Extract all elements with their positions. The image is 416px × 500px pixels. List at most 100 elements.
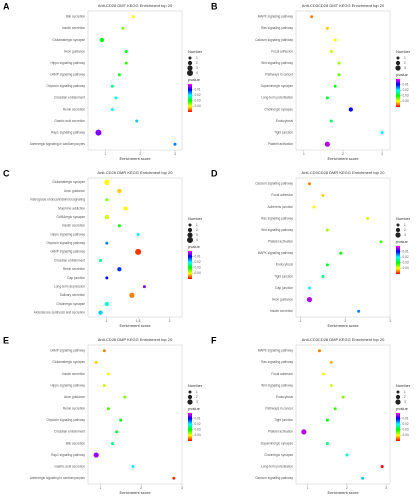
point (111, 441, 115, 445)
color-legend-title: pvalue (396, 72, 409, 77)
color-tick-label: 0.04 (403, 99, 409, 103)
point (135, 119, 139, 123)
size-legend-label: 3 (404, 233, 406, 237)
point (110, 84, 114, 88)
size-legend-dot (396, 56, 400, 60)
size-legend-label: 3 (196, 400, 198, 404)
point (321, 193, 325, 197)
point (325, 228, 329, 232)
y-tick-label: cAMP signaling pathway (50, 73, 85, 77)
color-bar (188, 251, 192, 279)
x-tick-label: 1 (106, 319, 108, 323)
point (325, 441, 329, 445)
y-tick-label: Oxytocin signaling pathway (46, 418, 85, 422)
size-legend-label: 3 (404, 66, 406, 70)
point (102, 349, 106, 353)
y-tick-label: Platelet activation (268, 430, 293, 434)
size-legend-dot (187, 227, 193, 233)
point (131, 15, 135, 19)
color-bar (188, 413, 192, 441)
point (329, 119, 333, 123)
x-tick-label: 2 (342, 152, 344, 156)
point (117, 267, 122, 272)
y-tick-label: Oxytocin signaling pathway (46, 241, 85, 245)
y-tick-label: Cholinergic synapse (264, 453, 293, 457)
y-tick-label: Glutamatergic synapse (52, 38, 85, 42)
color-tick-label: 0.02 (195, 422, 201, 426)
color-tick-label: 0.03 (195, 266, 201, 270)
x-tick-label: 1 (105, 152, 107, 156)
chart-title: Anti-CD3CD28 DMR KEGG Enrichment top 20 (302, 170, 386, 175)
color-tick-label: 0.04 (403, 433, 409, 437)
y-tick-label: Hippo signaling pathway (50, 61, 85, 65)
y-tick-label: Renin secretion (63, 267, 85, 271)
size-legend-dot (395, 232, 401, 238)
color-tick-label: 0.02 (403, 422, 409, 426)
point (99, 37, 105, 43)
y-tick-label: MAPK signaling pathway (258, 349, 294, 353)
y-tick-label: cAMP signaling pathway (50, 349, 85, 353)
x-tick-label: 2 (139, 152, 141, 156)
chart-title: Anti-CD28 DMR KEGG Enrichment top 20 (98, 170, 174, 175)
point (105, 276, 109, 280)
point (379, 240, 383, 244)
point (102, 384, 106, 388)
point (110, 107, 114, 111)
size-legend-label: 1 (404, 390, 406, 394)
point (115, 430, 119, 434)
y-tick-label: Adrenergic signaling in cardiomyocytes (30, 142, 86, 146)
color-tick-label: 0.02 (403, 88, 409, 92)
color-tick-label: 0.04 (195, 271, 201, 275)
chart-title: Anti-CD3CD28 DMP KEGG Enrichment top 20 (302, 337, 385, 342)
color-tick-label: 0.03 (403, 94, 409, 98)
point (329, 360, 333, 364)
point (124, 50, 128, 54)
x-axis-label: Enrichment score (327, 156, 359, 161)
color-bar (396, 246, 400, 274)
y-tick-label: Gap junction (67, 276, 85, 280)
point (142, 285, 146, 289)
point (172, 476, 176, 480)
size-legend-title: Number (396, 49, 411, 54)
point (312, 205, 316, 209)
y-tick-label: Insulin secretion (62, 224, 85, 228)
size-legend-label: 1 (196, 223, 198, 227)
point (105, 241, 109, 245)
y-tick-label: Ras signaling pathway (261, 216, 293, 220)
y-tick-label: Pathways in cancer (265, 407, 294, 411)
y-tick-label: Focal adhesion (271, 372, 293, 376)
x-tick-label: 1 (307, 486, 309, 490)
point (98, 310, 103, 315)
size-legend-dot (187, 232, 193, 238)
size-legend-dot (395, 394, 401, 400)
size-legend-dot (396, 390, 400, 394)
color-tick-label: 0.04 (403, 266, 409, 270)
y-tick-label: Salivary secretion (60, 293, 85, 297)
y-tick-label: Hippo signaling pathway (50, 383, 85, 387)
panel-label: A (3, 1, 10, 11)
size-legend-dot (188, 390, 192, 394)
y-tick-label: Tight junction (274, 130, 293, 134)
size-legend-dot (187, 65, 193, 71)
y-tick-label: Retrograde endocannabinoid signaling (30, 198, 85, 202)
y-tick-label: Calcium signaling pathway (255, 182, 293, 186)
y-tick-label: Endocytosis (276, 119, 294, 123)
size-legend-label: 2 (404, 395, 406, 399)
size-legend-title: Number (396, 216, 411, 221)
y-tick-label: Wnt signaling pathway (261, 61, 293, 65)
chart-title: Anti-CD28 DMT KEGG Enrichment top 20 (98, 3, 173, 8)
y-tick-label: Dopaminergic synapse (261, 84, 294, 88)
size-legend-label: 2 (196, 228, 198, 232)
y-tick-label: Focal adhesion (271, 193, 293, 197)
y-tick-label: Tight junction (274, 418, 293, 422)
point (325, 418, 329, 422)
color-tick-label: 0.02 (403, 255, 409, 259)
y-tick-label: Calcium signaling pathway (255, 38, 293, 42)
point (329, 50, 333, 54)
y-tick-label: Ras signaling pathway (261, 26, 293, 30)
point (321, 274, 325, 278)
point (123, 395, 127, 399)
x-axis-label: Enrichment score (119, 156, 151, 161)
panel-label: E (3, 335, 9, 345)
